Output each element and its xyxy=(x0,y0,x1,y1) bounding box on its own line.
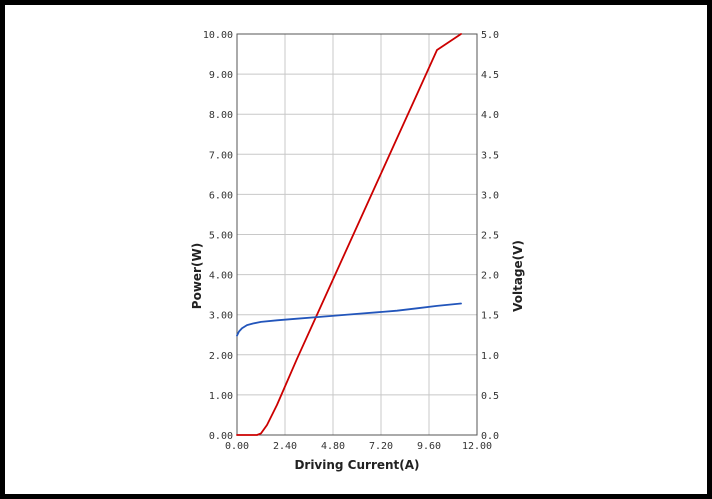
right-y-tick-label: 3.0 xyxy=(481,190,499,201)
x-tick-label: 2.40 xyxy=(273,441,297,452)
voltage-series-line xyxy=(236,302,462,337)
right-y-tick-label: 3.5 xyxy=(481,150,499,161)
tick-label-layer: 0.00 2.40 4.80 7.20 9.60 12.00 0.00 1.00 2.00 3.0… xyxy=(203,30,499,452)
right-y-tick-label: 4.5 xyxy=(481,70,499,81)
right-y-tick-label: 1.5 xyxy=(481,311,499,322)
left-y-tick-label: 5.00 xyxy=(209,231,233,242)
left-y-tick-label: 6.00 xyxy=(209,190,233,201)
right-y-axis-title: Voltage(V) xyxy=(511,240,525,312)
right-y-tick-label: 1.0 xyxy=(481,351,499,362)
power-series-line xyxy=(236,33,462,436)
x-tick-label: 12.00 xyxy=(462,441,492,452)
left-y-tick-label: 3.00 xyxy=(209,311,233,322)
left-y-tick-label: 9.00 xyxy=(209,70,233,81)
right-y-tick-label: 5.0 xyxy=(481,30,499,41)
x-tick-label: 4.80 xyxy=(321,441,345,452)
x-tick-label: 9.60 xyxy=(417,441,441,452)
x-axis-title: Driving Current(A) xyxy=(294,458,419,472)
left-y-axis-title: Power(W) xyxy=(190,243,204,309)
left-y-tick-label: 1.00 xyxy=(209,391,233,402)
plot-area-border xyxy=(236,33,478,436)
x-tick-label: 7.20 xyxy=(369,441,393,452)
x-tick-label: 0.00 xyxy=(225,441,249,452)
left-y-tick-label: 0.00 xyxy=(209,431,233,442)
right-y-tick-label: 0.0 xyxy=(481,431,499,442)
left-y-tick-label: 7.00 xyxy=(209,150,233,161)
grid-layer xyxy=(236,33,478,436)
series-layer xyxy=(236,33,462,436)
right-y-tick-label: 4.0 xyxy=(481,110,499,121)
left-y-tick-label: 8.00 xyxy=(209,110,233,121)
left-y-tick-label: 2.00 xyxy=(209,351,233,362)
left-y-tick-label: 4.00 xyxy=(209,271,233,282)
right-y-tick-label: 0.5 xyxy=(481,391,499,402)
right-y-tick-label: 2.0 xyxy=(481,271,499,282)
right-y-tick-label: 2.5 xyxy=(481,231,499,242)
left-y-tick-label: 10.00 xyxy=(203,30,233,41)
